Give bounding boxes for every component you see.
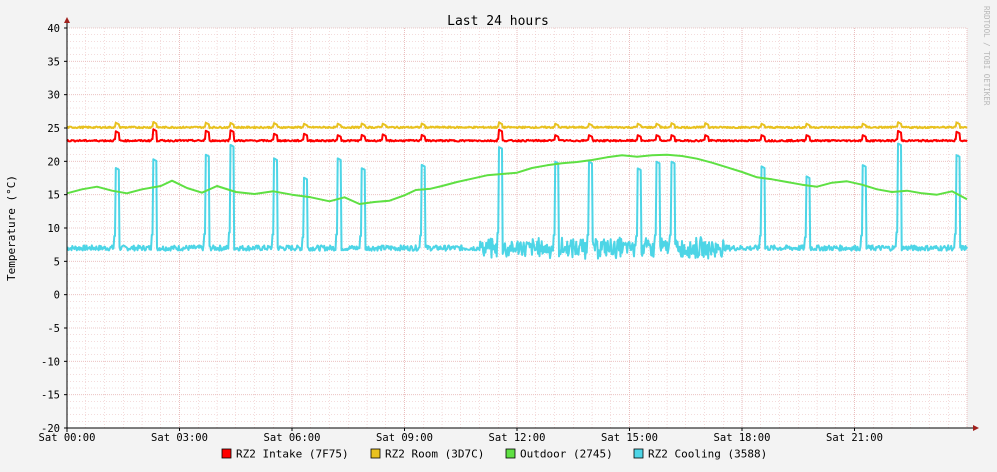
x-tick-label: Sat 03:00 [151, 432, 208, 444]
legend-label: RZ2 Cooling (3588) [648, 448, 767, 461]
x-tick-label: Sat 21:00 [826, 432, 883, 444]
y-tick-label: 5 [54, 256, 60, 268]
y-tick-label: 10 [47, 223, 60, 235]
x-tick-label: Sat 15:00 [601, 432, 658, 444]
x-tick-label: Sat 12:00 [489, 432, 546, 444]
x-tick-label: Sat 09:00 [376, 432, 433, 444]
y-tick-label: 35 [47, 56, 60, 68]
y-tick-label: 30 [47, 90, 60, 102]
y-tick-label: -20 [41, 423, 60, 435]
y-tick-label: 40 [47, 23, 60, 35]
x-axis-arrow-icon [973, 425, 979, 431]
axes [64, 17, 979, 432]
series-line-rz2-cooling-3588 [66, 142, 968, 260]
series-lines [66, 121, 968, 260]
x-tick-label: Sat 00:00 [39, 432, 96, 444]
legend-swatch [370, 448, 381, 459]
legend-swatch [633, 448, 644, 459]
y-tick-label: 15 [47, 190, 60, 202]
chart-title: Last 24 hours [447, 14, 549, 29]
y-tick-label: -10 [41, 356, 60, 368]
y-axis-arrow-icon [64, 17, 70, 23]
legend-label: RZ2 Intake (7F75) [236, 448, 349, 461]
y-tick-label: -15 [41, 390, 60, 402]
legend-swatch [221, 448, 232, 459]
y-axis-label: Temperature (°C) [5, 175, 18, 281]
series-line-outdoor-2745 [66, 153, 968, 205]
legend: RZ2 Intake (7F75) RZ2 Room (3D7C) Outdoor … [221, 448, 767, 461]
series-line-rz2-intake-7f75 [66, 128, 968, 143]
legend-label: RZ2 Room (3D7C) [385, 448, 484, 461]
grid [66, 27, 968, 429]
y-tick-label: 0 [54, 290, 60, 302]
x-tick-label: Sat 18:00 [714, 432, 771, 444]
rrdtool-watermark: RRDTOOL / TOBI OETIKER [982, 6, 991, 106]
series-line-rz2-room-3d7c [66, 121, 968, 130]
y-tick-label: 20 [47, 156, 60, 168]
legend-swatch [505, 448, 516, 459]
legend-label: Outdoor (2745) [520, 448, 613, 461]
y-tick-label: 25 [47, 123, 60, 135]
x-tick-label: Sat 06:00 [264, 432, 321, 444]
y-tick-label: -5 [47, 323, 60, 335]
